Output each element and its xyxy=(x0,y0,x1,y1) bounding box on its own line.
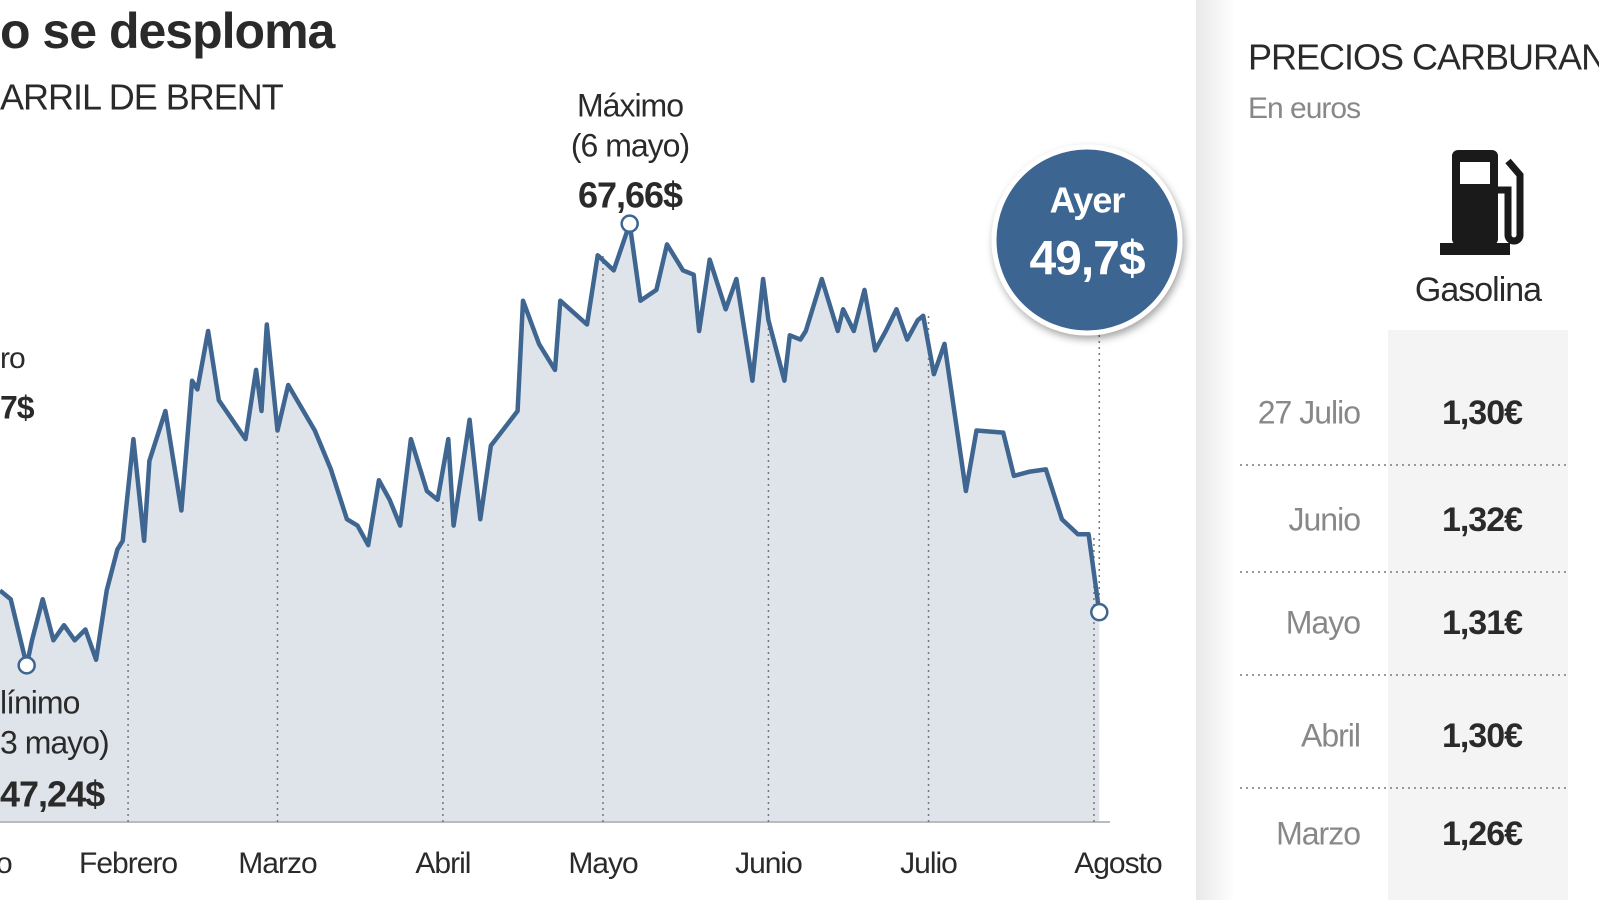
x-tick-label: Abril xyxy=(415,847,470,880)
line xyxy=(0,221,1102,668)
row-value: 1,31€ xyxy=(1442,604,1523,642)
x-tick-label: Marzo xyxy=(238,847,317,880)
max-date: (6 mayo) xyxy=(571,127,689,163)
min-value: 47,24$ xyxy=(0,774,105,815)
last-bubble xyxy=(991,144,1183,336)
x-tick-label: Junio xyxy=(735,847,802,880)
min-date: 3 mayo) xyxy=(0,724,109,760)
chart-title: o se desploma xyxy=(0,3,337,59)
area xyxy=(0,223,1100,822)
marker xyxy=(620,214,639,233)
chart-subtitle: ARRIL DE BRENT xyxy=(0,77,284,118)
column-bg xyxy=(1388,330,1568,900)
x-tick-label: o xyxy=(0,847,12,880)
x-tick-label: Mayo xyxy=(568,847,638,880)
row-value: 1,26€ xyxy=(1442,815,1523,853)
row-value: 1,30€ xyxy=(1442,394,1523,432)
panel-separator xyxy=(1196,0,1236,900)
max-value: 67,66$ xyxy=(578,175,683,216)
row-label: Junio xyxy=(1289,501,1361,537)
row-label: Abril xyxy=(1301,717,1360,753)
row-label: Marzo xyxy=(1276,815,1360,851)
row-value: 1,32€ xyxy=(1442,501,1523,539)
x-tick-label: Febrero xyxy=(79,847,177,880)
annotation: 7$ xyxy=(0,389,35,425)
last-value: 49,7$ xyxy=(1029,233,1145,286)
row-label: 27 Julio xyxy=(1258,394,1361,430)
column-header: Gasolina xyxy=(1415,271,1542,309)
row-label: Mayo xyxy=(1286,604,1360,640)
table-title: PRECIOS CARBURAN xyxy=(1248,37,1599,78)
table-rows: 27 Julio 1,30€ Junio 1,32€ Mayo 1,31€ Abril 1,3… xyxy=(1240,394,1568,853)
annotation: ro xyxy=(0,342,25,375)
marker xyxy=(1090,602,1109,622)
last-label: Ayer xyxy=(1050,180,1126,221)
marker xyxy=(17,656,36,675)
min-label: línimo xyxy=(0,684,80,720)
max-label: Máximo xyxy=(577,87,683,123)
x-tick-label: Julio xyxy=(900,847,957,880)
plot: o Febrero Marzo Abril Mayo Junio Julio Agosto xyxy=(0,214,1163,880)
table-subtitle: En euros xyxy=(1248,92,1360,125)
fuel-pump-icon xyxy=(1440,150,1524,255)
x-tick-label: Agosto xyxy=(1074,847,1162,880)
row-value: 1,30€ xyxy=(1442,717,1523,755)
